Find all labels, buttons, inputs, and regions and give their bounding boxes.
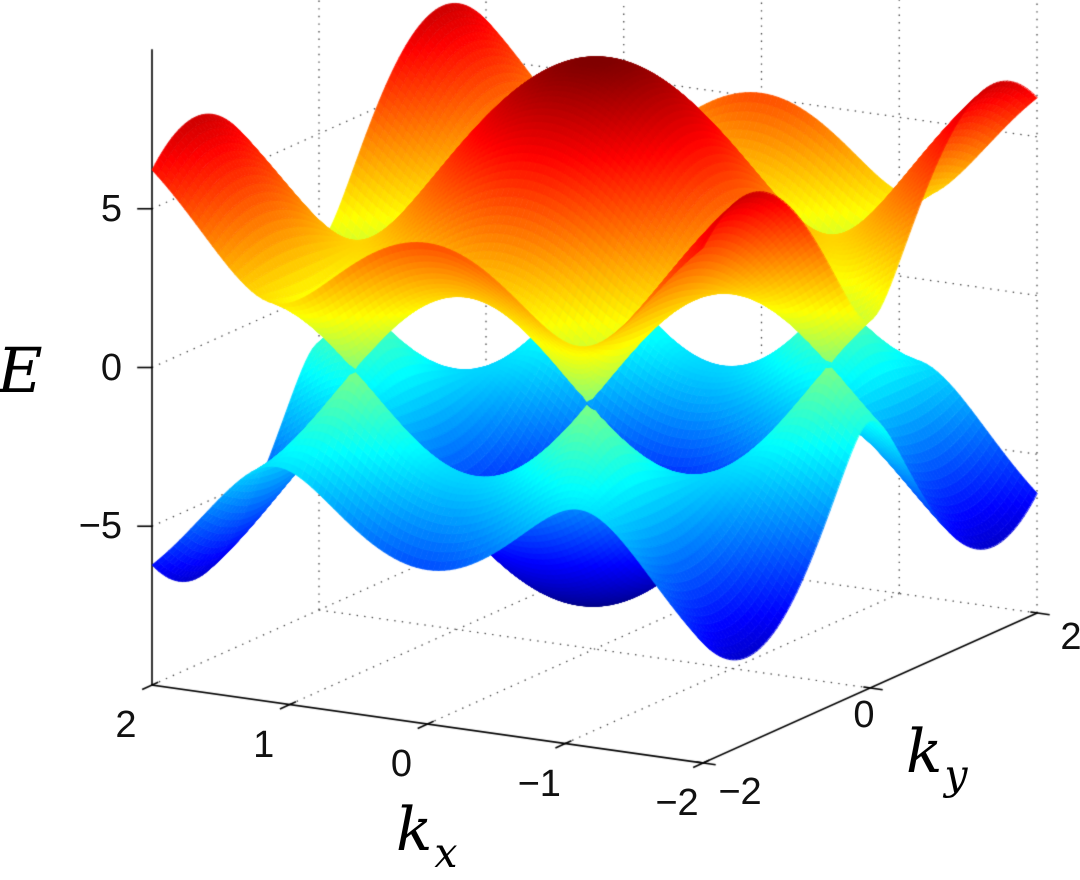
x-tick-label: 2 — [115, 704, 137, 746]
e-axis-label: E — [0, 334, 43, 407]
y-tick-label: −2 — [718, 771, 762, 813]
kx-axis-label-main: k — [396, 795, 433, 865]
ky-axis-label: ky — [906, 722, 968, 796]
ky-axis-label-main: k — [906, 717, 943, 787]
z-tick-label: 0 — [100, 346, 122, 389]
z-tick-label: 5 — [100, 187, 122, 230]
x-tick-label: 0 — [390, 743, 413, 785]
y-tick-label: 0 — [853, 694, 875, 736]
ky-axis-label-sub: y — [944, 751, 968, 799]
y-tick-label: 2 — [1060, 616, 1080, 658]
kx-axis-label-sub: x — [434, 829, 458, 877]
x-tick-label: 1 — [253, 723, 275, 766]
x-tick-label: −2 — [655, 782, 699, 824]
z-tick-label: −5 — [78, 505, 122, 548]
kx-axis-label: kx — [396, 800, 457, 874]
x-tick-label: −1 — [517, 762, 561, 805]
